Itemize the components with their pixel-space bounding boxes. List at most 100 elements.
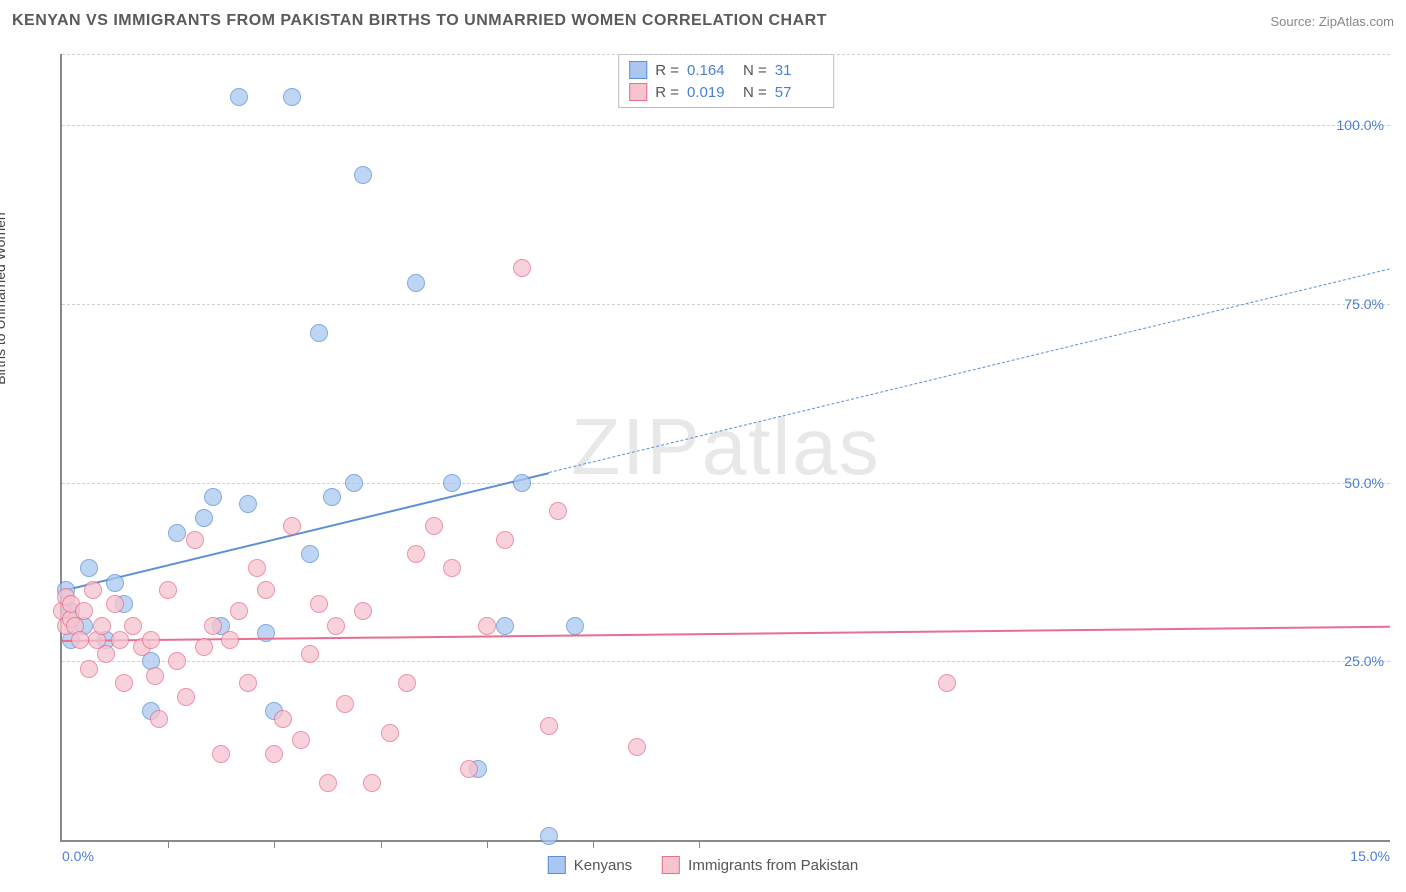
- scatter-point: [327, 617, 345, 635]
- x-tick-label: 0.0%: [62, 848, 94, 864]
- scatter-point: [319, 774, 337, 792]
- scatter-point: [124, 617, 142, 635]
- x-tick-mark: [381, 840, 382, 848]
- scatter-point: [93, 617, 111, 635]
- scatter-point: [496, 531, 514, 549]
- y-tick-label: 100.0%: [1337, 117, 1384, 133]
- y-tick-label: 75.0%: [1344, 296, 1384, 312]
- stats-row: R =0.019N =57: [629, 81, 823, 103]
- gridline: [62, 125, 1390, 126]
- watermark: ZIPatlas: [571, 401, 880, 493]
- scatter-point: [80, 660, 98, 678]
- n-label: N =: [743, 62, 767, 79]
- legend-label: Immigrants from Pakistan: [688, 857, 858, 874]
- scatter-point: [354, 166, 372, 184]
- legend-swatch: [629, 61, 647, 79]
- scatter-point: [146, 667, 164, 685]
- scatter-point: [407, 545, 425, 563]
- n-label: N =: [743, 84, 767, 101]
- scatter-point: [84, 581, 102, 599]
- scatter-point: [195, 509, 213, 527]
- x-tick-mark: [487, 840, 488, 848]
- scatter-point: [168, 652, 186, 670]
- scatter-point: [142, 631, 160, 649]
- scatter-point: [115, 674, 133, 692]
- scatter-point: [354, 602, 372, 620]
- scatter-point: [204, 617, 222, 635]
- scatter-point: [513, 474, 531, 492]
- scatter-point: [566, 617, 584, 635]
- y-tick-label: 50.0%: [1344, 475, 1384, 491]
- scatter-point: [111, 631, 129, 649]
- scatter-point: [336, 695, 354, 713]
- scatter-point: [549, 502, 567, 520]
- scatter-point: [168, 524, 186, 542]
- scatter-point: [301, 545, 319, 563]
- y-axis-label: Births to Unmarried Women: [0, 212, 8, 384]
- n-value: 57: [775, 84, 823, 101]
- scatter-point: [274, 710, 292, 728]
- legend-swatch: [548, 856, 566, 874]
- scatter-point: [540, 717, 558, 735]
- scatter-point: [230, 88, 248, 106]
- trend-line: [62, 472, 549, 592]
- n-value: 31: [775, 62, 823, 79]
- scatter-point: [323, 488, 341, 506]
- y-tick-label: 25.0%: [1344, 653, 1384, 669]
- stats-legend-box: R = 0.164 N = 31R = 0.019 N = 57: [618, 54, 834, 108]
- plot-area: ZIPatlas R = 0.164 N = 31R = 0.019 N = 57 25.0…: [60, 54, 1390, 842]
- scatter-point: [540, 827, 558, 845]
- legend-label: Kenyans: [574, 857, 632, 874]
- scatter-point: [398, 674, 416, 692]
- scatter-point: [363, 774, 381, 792]
- trend-line: [549, 268, 1390, 473]
- scatter-point: [248, 559, 266, 577]
- scatter-point: [425, 517, 443, 535]
- x-tick-mark: [699, 840, 700, 848]
- r-value: 0.019: [687, 84, 735, 101]
- scatter-point: [310, 324, 328, 342]
- scatter-point: [345, 474, 363, 492]
- scatter-point: [177, 688, 195, 706]
- x-tick-mark: [593, 840, 594, 848]
- r-label: R =: [655, 62, 679, 79]
- x-tick-mark: [168, 840, 169, 848]
- gridline: [62, 483, 1390, 484]
- scatter-point: [106, 595, 124, 613]
- scatter-point: [239, 674, 257, 692]
- scatter-point: [97, 645, 115, 663]
- scatter-point: [628, 738, 646, 756]
- scatter-point: [257, 581, 275, 599]
- scatter-point: [460, 760, 478, 778]
- scatter-point: [283, 88, 301, 106]
- scatter-point: [292, 731, 310, 749]
- scatter-point: [443, 474, 461, 492]
- scatter-point: [230, 602, 248, 620]
- page-title: KENYAN VS IMMIGRANTS FROM PAKISTAN BIRTH…: [12, 12, 827, 30]
- scatter-point: [186, 531, 204, 549]
- source-label: Source: ZipAtlas.com: [1270, 14, 1394, 29]
- gridline: [62, 304, 1390, 305]
- scatter-point: [310, 595, 328, 613]
- scatter-point: [204, 488, 222, 506]
- scatter-point: [212, 745, 230, 763]
- legend-swatch: [629, 83, 647, 101]
- r-value: 0.164: [687, 62, 735, 79]
- scatter-point: [195, 638, 213, 656]
- scatter-point: [478, 617, 496, 635]
- scatter-point: [496, 617, 514, 635]
- scatter-point: [381, 724, 399, 742]
- legend-item: Immigrants from Pakistan: [662, 856, 858, 874]
- stats-row: R = 0.164 N = 31: [629, 59, 823, 81]
- series-legend: Kenyans Immigrants from Pakistan: [548, 856, 858, 874]
- scatter-point: [80, 559, 98, 577]
- x-tick-label: 15.0%: [1350, 848, 1390, 864]
- scatter-point: [71, 631, 89, 649]
- legend-item: Kenyans: [548, 856, 632, 874]
- scatter-point: [159, 581, 177, 599]
- scatter-point: [265, 745, 283, 763]
- scatter-point: [221, 631, 239, 649]
- gridline: [62, 661, 1390, 662]
- scatter-point: [75, 602, 93, 620]
- scatter-point: [407, 274, 425, 292]
